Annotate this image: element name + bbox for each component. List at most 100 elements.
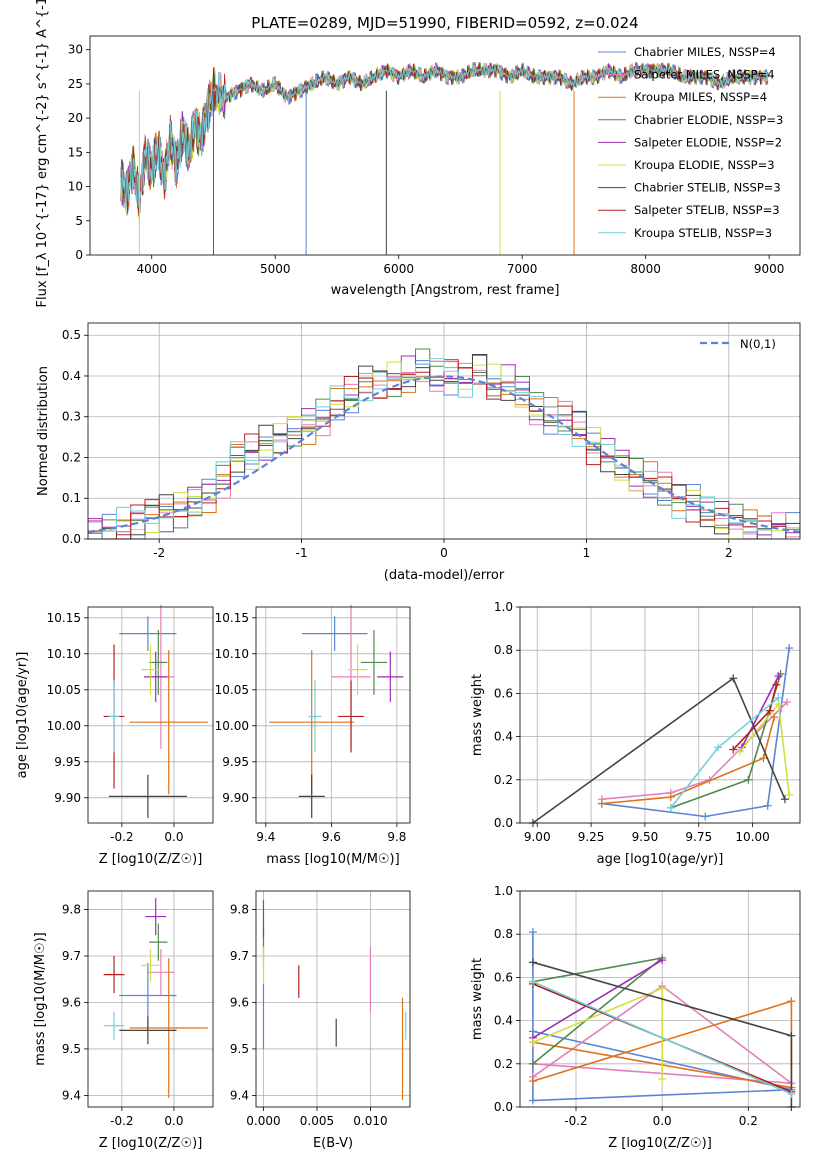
axes-frame [89,35,801,256]
y-axis-label: age [log10(age/yr)] [15,652,30,779]
x-tick-label: 9.00 [524,830,551,844]
y-tick-label: 0.0 [62,532,81,546]
y-tick-label: 30 [68,43,83,57]
y-tick-label: 0.2 [62,450,81,464]
y-tick-label: 0.6 [494,686,513,700]
x-tick-label: -2 [153,546,165,560]
x-axis-label: E(B-V) [313,1136,353,1151]
weight-line-salpeter_elodie [741,675,780,748]
chart-title: PLATE=0289, MJD=51990, FIBERID=0592, z=0… [251,14,638,32]
weight-line-chabrier_miles [601,647,790,818]
y-tick-label: 9.90 [54,791,81,805]
x-tick-label: 9.4 [256,830,275,844]
legend-label: Kroupa STELIB, NSSP=3 [634,226,772,240]
weight-line-kroupa_miles [601,716,775,805]
y-tick-label: 0.8 [494,643,513,657]
y-tick-label: 0 [75,248,83,262]
y-tick-label: 0.2 [494,773,513,787]
x-tick-label: 5000 [260,262,291,276]
y-tick-label: 9.8 [62,903,81,917]
x-tick-label: 1 [583,546,591,560]
y-tick-label: 10.05 [215,683,249,697]
weight-line-salpeter_elodie [532,959,663,1039]
x-tick-label: 4000 [136,262,167,276]
x-axis-label: Z [log10(Z/Z☉)] [99,1136,203,1151]
y-tick-label: 9.6 [62,995,81,1009]
x-tick-label: -1 [296,546,308,560]
axes-frame [519,890,801,1108]
legend-label: Chabrier STELIB, NSSP=3 [634,181,781,195]
legend-label: Kroupa ELODIE, NSSP=3 [634,158,775,172]
spectrum-line-kroupa_stelib [120,62,769,212]
y-tick-label: 9.7 [62,949,81,963]
y-tick-label: 0.3 [62,410,81,424]
x-tick-label: 0.0 [164,1114,183,1128]
histogram-kroupa_elodie [88,361,800,540]
y-tick-label: 10.05 [47,683,81,697]
y-tick-label: 0.8 [494,927,513,941]
y-tick-label: 20 [68,111,83,125]
x-tick-label: -0.2 [564,1114,587,1128]
y-tick-label: 0.0 [494,816,513,830]
y-tick-label: 0.4 [494,730,513,744]
x-axis-label: (data-model)/error [384,568,505,583]
legend-label: N(0,1) [740,337,776,351]
y-tick-label: 0.5 [62,328,81,342]
x-tick-label: 9.50 [632,830,659,844]
legend-label: Salpeter STELIB, NSSP=3 [634,203,780,217]
y-axis-label: mass weight [470,674,485,756]
normal-curve [87,375,801,533]
y-tick-label: 0.0 [494,1100,513,1114]
y-axis-label: mass weight [470,958,485,1040]
x-axis-label: Z [log10(Z/Z☉)] [608,1136,712,1151]
y-tick-label: 10.15 [215,611,249,625]
x-tick-label: 9.8 [387,830,406,844]
x-tick-label: 9.25 [578,830,605,844]
weight-line-chabrier_stelib [532,677,786,824]
legend-label: Chabrier ELODIE, NSSP=3 [634,113,783,127]
x-tick-label: 2 [725,546,733,560]
legend-label: Salpeter ELODIE, NSSP=2 [634,135,782,149]
y-tick-label: 10.00 [47,719,81,733]
y-tick-label: 9.6 [230,995,249,1009]
y-tick-label: 5 [75,214,83,228]
x-axis-label: wavelength [Angstrom, rest frame] [331,283,560,298]
x-tick-label: 6000 [383,262,414,276]
y-tick-label: 10 [68,180,83,194]
x-tick-label: 0.000 [246,1114,280,1128]
y-tick-label: 1.0 [494,884,513,898]
y-tick-label: 0.6 [494,970,513,984]
x-axis-label: Z [log10(Z/Z☉)] [99,852,203,867]
axes-frame [255,890,411,1108]
x-tick-label: 10.00 [735,830,769,844]
y-tick-label: 10.10 [47,647,81,661]
y-tick-label: 1.0 [494,600,513,614]
y-tick-label: 9.8 [230,903,249,917]
y-tick-label: 9.95 [222,755,249,769]
y-tick-label: 9.95 [54,755,81,769]
axes-frame [87,890,214,1108]
y-tick-label: 10.10 [215,647,249,661]
y-tick-label: 0.4 [62,369,81,383]
y-axis-label: Flux [f_λ 10^{-17} erg cm^{-2} s^{-1} A^… [35,0,50,307]
y-tick-label: 0.4 [494,1014,513,1028]
legend-label: Chabrier MILES, NSSP=4 [634,45,776,59]
y-tick-label: 0.2 [494,1057,513,1071]
x-tick-label: 0.0 [653,1114,672,1128]
x-tick-label: 0 [440,546,448,560]
y-tick-label: 9.4 [230,1088,249,1102]
y-tick-label: 9.7 [230,949,249,963]
y-tick-label: 9.5 [230,1042,249,1056]
x-tick-label: -0.2 [110,1114,133,1128]
legend-label: Salpeter MILES, NSSP=4 [634,68,775,82]
axes-frame [87,322,801,540]
y-tick-label: 15 [68,145,83,159]
weight-line-kroupa_stelib [532,980,792,1095]
axes-frame [519,606,801,824]
weight-line-salpeter_miles [601,701,788,800]
y-axis-label: Normed distribution [36,366,51,496]
weight-line-kroupa_stelib [670,697,780,809]
x-axis-label: age [log10(age/yr)] [597,852,724,867]
y-tick-label: 9.4 [62,1088,81,1102]
